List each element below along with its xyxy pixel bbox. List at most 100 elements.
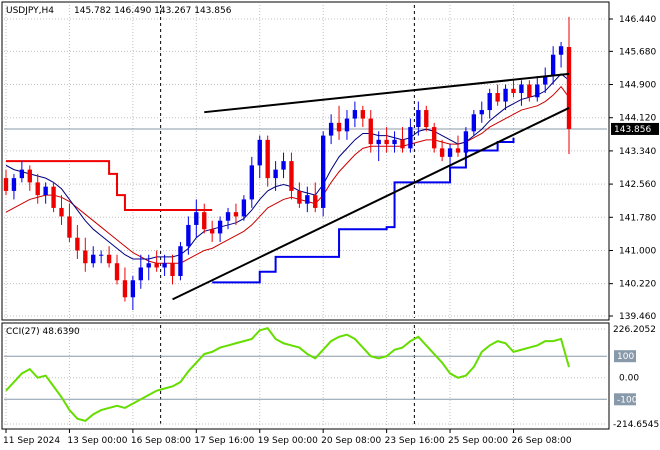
lower-trend-line: [172, 107, 570, 301]
bullish-candle: [178, 241, 183, 281]
bearish-candle: [67, 203, 72, 242]
bullish-candle: [19, 161, 25, 183]
bullish-candle: [558, 41, 564, 68]
bearish-candle: [527, 80, 532, 102]
bullish-candle: [305, 186, 310, 213]
cci-tick-label: 100: [617, 352, 634, 362]
cci-tick-label: 226.2052: [613, 325, 656, 335]
candle-body: [558, 46, 564, 55]
bearish-candle: [51, 182, 56, 213]
bearish-candle: [3, 169, 9, 196]
time-axis[interactable]: 11 Sep 2024 13 Sep 00:00 16 Sep 08:00 17 Se…: [3, 429, 572, 446]
bullish-candle: [91, 246, 96, 268]
candle-body: [11, 178, 17, 191]
bullish-candle: [321, 131, 326, 217]
candle-body: [162, 263, 167, 268]
trend-lines[interactable]: [172, 72, 570, 301]
bullish-candle: [392, 131, 397, 153]
cci-tick-label: -214.6545: [613, 420, 659, 430]
candle-body: [289, 161, 294, 191]
bearish-candle: [313, 182, 318, 213]
candle-body: [249, 165, 254, 200]
candle-body: [75, 237, 80, 251]
candle-body: [297, 190, 302, 204]
upper-trend-line: [204, 72, 570, 114]
cci-axis: 226.2052 100 0.00 -100 -214.6545: [613, 325, 659, 430]
bearish-candle: [566, 16, 572, 155]
candle-body: [305, 195, 310, 204]
candle-body: [471, 114, 477, 132]
candle-body: [495, 93, 500, 102]
bearish-candle: [35, 173, 40, 204]
candle-body: [67, 216, 72, 238]
candle-body: [154, 263, 159, 268]
bearish-candle: [59, 195, 64, 225]
cci-level-lines: [4, 328, 607, 425]
red-stop-line: [6, 160, 213, 212]
bearish-candle: [400, 127, 405, 153]
period-separators: [160, 5, 415, 427]
candle-body: [225, 212, 231, 221]
bullish-candle: [463, 127, 469, 157]
bearish-candle: [424, 105, 429, 132]
price-axis[interactable]: 146.440 145.680 144.900 144.120 143.340 142.5…: [609, 15, 656, 322]
price-tick-label: 146.440: [619, 15, 656, 25]
candle-body: [535, 84, 540, 98]
bullish-candle: [487, 88, 492, 119]
bullish-candle: [550, 46, 556, 85]
price-tick-label: 142.560: [619, 180, 656, 190]
bearish-candle: [511, 80, 516, 98]
cci-tick-label: 0.00: [619, 374, 639, 384]
candle-body: [360, 110, 366, 119]
candle-body: [519, 84, 524, 94]
candle-body: [265, 139, 270, 179]
candle-body: [344, 118, 350, 132]
bullish-candle: [273, 161, 278, 191]
candle-body: [91, 254, 96, 264]
slow-moving-average: [5, 85, 570, 264]
candle-body: [424, 110, 429, 128]
candle-body: [487, 93, 492, 111]
bullish-candle: [217, 216, 223, 242]
candle-body: [19, 169, 25, 179]
candle-body: [83, 250, 88, 264]
candle-body: [376, 139, 381, 145]
bullish-candle: [146, 254, 151, 281]
bearish-candle: [122, 267, 128, 302]
candle-body: [241, 199, 247, 217]
bullish-candle: [471, 110, 477, 136]
candle-body: [543, 76, 548, 85]
candle-body: [130, 280, 136, 298]
price-tick-label: 145.680: [619, 47, 656, 57]
bullish-candle: [11, 173, 17, 200]
candle-body: [114, 263, 120, 281]
bullish-candle: [225, 207, 231, 230]
candle-body: [408, 127, 413, 149]
bearish-candle: [360, 105, 366, 128]
bearish-candle: [170, 254, 175, 285]
bearish-candle: [75, 224, 80, 259]
candle-body: [146, 263, 151, 268]
time-tick-label: 11 Sep 2024: [3, 436, 60, 446]
candle-body: [217, 220, 223, 234]
bullish-candle: [98, 250, 104, 264]
bullish-candle: [543, 67, 548, 94]
candle-body: [35, 182, 40, 196]
bearish-candle: [432, 122, 437, 153]
candle-body: [479, 110, 484, 115]
bearish-candle: [233, 203, 239, 225]
bearish-candle: [106, 246, 112, 268]
candle-body: [257, 139, 262, 166]
blue-stop-line: [212, 137, 515, 284]
candle-body: [432, 127, 437, 149]
bullish-candle: [138, 254, 143, 289]
price-tick-label: 144.900: [619, 81, 656, 91]
cci-level-badge: [614, 350, 636, 363]
price-tick-label: 140.220: [619, 280, 656, 290]
bullish-candle: [328, 114, 334, 145]
candle-body: [313, 195, 318, 208]
candle-body: [27, 169, 32, 183]
candle-body: [392, 139, 397, 145]
bearish-candle: [83, 237, 88, 272]
